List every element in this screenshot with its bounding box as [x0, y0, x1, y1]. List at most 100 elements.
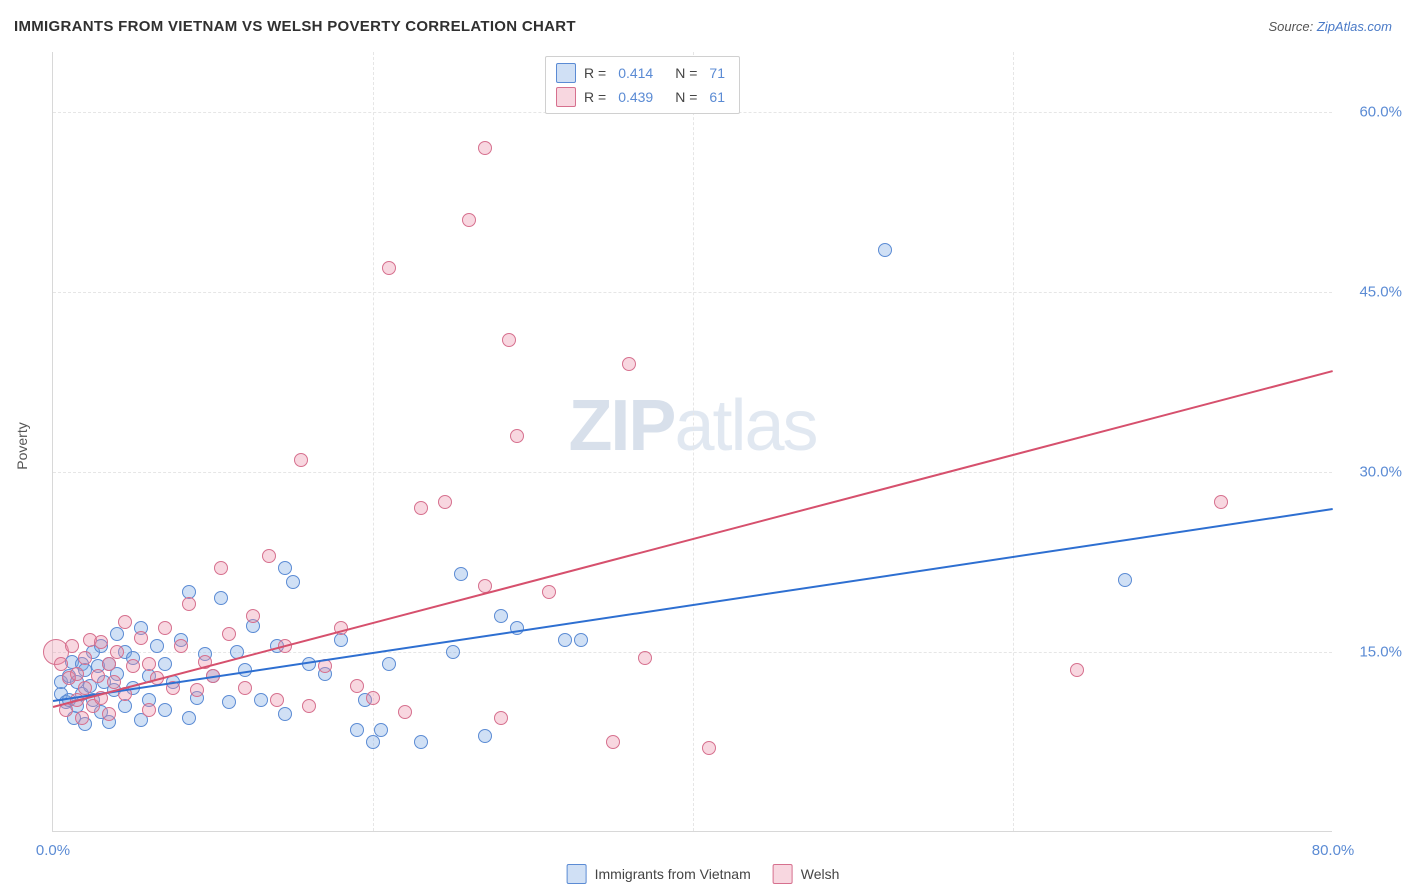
watermark-part2: atlas: [674, 386, 816, 466]
data-point-welsh: [94, 635, 108, 649]
legend-swatch-welsh: [773, 864, 793, 884]
data-point-welsh: [91, 669, 105, 683]
data-point-vietnam: [334, 633, 348, 647]
data-point-welsh: [462, 213, 476, 227]
data-point-vietnam: [150, 639, 164, 653]
data-point-welsh: [510, 429, 524, 443]
legend-r-value: 0.414: [618, 65, 653, 81]
legend-swatch-vietnam: [556, 63, 576, 83]
y-tick-label: 60.0%: [1342, 104, 1402, 121]
data-point-vietnam: [118, 699, 132, 713]
data-point-welsh: [350, 679, 364, 693]
data-point-vietnam: [558, 633, 572, 647]
data-point-welsh: [270, 693, 284, 707]
x-tick-label: 80.0%: [1312, 842, 1355, 859]
data-point-welsh: [70, 667, 84, 681]
legend-r-label: R =: [584, 89, 606, 105]
data-point-vietnam: [158, 703, 172, 717]
series-legend-item-welsh: Welsh: [773, 864, 840, 884]
data-point-welsh: [142, 703, 156, 717]
data-point-welsh: [606, 735, 620, 749]
gridline-vertical: [373, 52, 374, 831]
data-point-welsh: [302, 699, 316, 713]
data-point-welsh: [126, 659, 140, 673]
data-point-welsh: [118, 615, 132, 629]
data-point-welsh: [182, 597, 196, 611]
data-point-welsh: [110, 645, 124, 659]
data-point-welsh: [1070, 663, 1084, 677]
data-point-welsh: [102, 657, 116, 671]
data-point-welsh: [502, 333, 516, 347]
series-legend: Immigrants from Vietnam Welsh: [567, 864, 840, 884]
data-point-vietnam: [382, 657, 396, 671]
data-point-vietnam: [414, 735, 428, 749]
data-point-welsh: [78, 681, 92, 695]
data-point-vietnam: [350, 723, 364, 737]
legend-row-welsh: R =0.439N =61: [556, 85, 729, 109]
series-label: Welsh: [801, 866, 840, 882]
data-point-vietnam: [454, 567, 468, 581]
source-prefix: Source:: [1268, 19, 1316, 34]
data-point-vietnam: [446, 645, 460, 659]
chart-title: IMMIGRANTS FROM VIETNAM VS WELSH POVERTY…: [14, 18, 576, 35]
data-point-welsh: [638, 651, 652, 665]
y-tick-label: 45.0%: [1342, 284, 1402, 301]
data-point-welsh: [398, 705, 412, 719]
series-label: Immigrants from Vietnam: [595, 866, 751, 882]
data-point-welsh: [294, 453, 308, 467]
data-point-vietnam: [574, 633, 588, 647]
source-attribution: Source: ZipAtlas.com: [1268, 19, 1392, 34]
legend-swatch-vietnam: [567, 864, 587, 884]
y-axis-title: Poverty: [14, 422, 30, 469]
data-point-vietnam: [1118, 573, 1132, 587]
correlation-legend: R =0.414N =71R =0.439N =61: [545, 56, 740, 114]
data-point-welsh: [174, 639, 188, 653]
legend-n-label: N =: [675, 65, 697, 81]
data-point: [478, 141, 492, 155]
data-point-welsh: [438, 495, 452, 509]
data-point-welsh: [262, 549, 276, 563]
gridline-vertical: [693, 52, 694, 831]
data-point-welsh: [214, 561, 228, 575]
data-point-welsh: [102, 707, 116, 721]
data-point-vietnam: [478, 729, 492, 743]
data-point-welsh: [65, 639, 79, 653]
data-point-welsh: [494, 711, 508, 725]
scatter-plot-area: ZIPatlas 15.0%30.0%45.0%60.0%0.0%80.0%: [52, 52, 1332, 832]
data-point-vietnam: [494, 609, 508, 623]
source-link[interactable]: ZipAtlas.com: [1317, 19, 1392, 34]
data-point-welsh: [190, 683, 204, 697]
watermark-part1: ZIP: [568, 386, 674, 466]
data-point-welsh: [222, 627, 236, 641]
data-point-welsh: [1214, 495, 1228, 509]
data-point-welsh: [414, 501, 428, 515]
legend-n-value: 61: [709, 89, 725, 105]
data-point-vietnam: [158, 657, 172, 671]
data-point-welsh: [542, 585, 556, 599]
data-point-vietnam: [182, 711, 196, 725]
data-point-vietnam: [278, 707, 292, 721]
chart-header: IMMIGRANTS FROM VIETNAM VS WELSH POVERTY…: [14, 18, 1392, 35]
series-legend-item-vietnam: Immigrants from Vietnam: [567, 864, 751, 884]
legend-n-value: 71: [709, 65, 725, 81]
data-point-welsh: [142, 657, 156, 671]
data-point-vietnam: [878, 243, 892, 257]
data-point-welsh: [366, 691, 380, 705]
data-point-vietnam: [254, 693, 268, 707]
data-point-welsh: [702, 741, 716, 755]
data-point-vietnam: [286, 575, 300, 589]
data-point-vietnam: [278, 561, 292, 575]
y-tick-label: 15.0%: [1342, 644, 1402, 661]
legend-swatch-welsh: [556, 87, 576, 107]
data-point-vietnam: [214, 591, 228, 605]
data-point-welsh: [246, 609, 260, 623]
legend-r-value: 0.439: [618, 89, 653, 105]
data-point-vietnam: [222, 695, 236, 709]
data-point-welsh: [238, 681, 252, 695]
legend-row-vietnam: R =0.414N =71: [556, 61, 729, 85]
data-point-vietnam: [110, 627, 124, 641]
x-tick-label: 0.0%: [36, 842, 70, 859]
data-point-welsh: [54, 657, 68, 671]
data-point-welsh: [107, 675, 121, 689]
data-point-vietnam: [374, 723, 388, 737]
